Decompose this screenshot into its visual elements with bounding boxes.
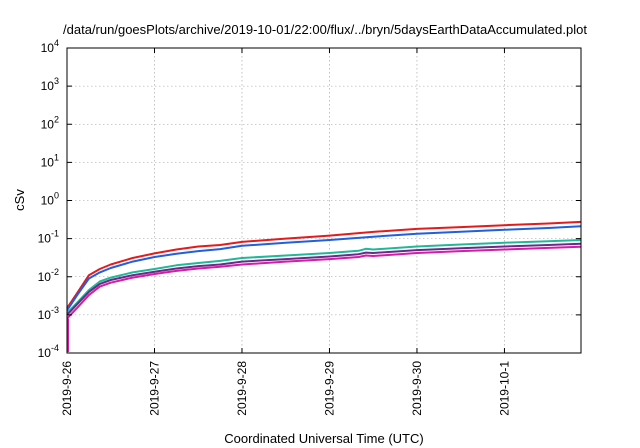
series-line-2: [66, 225, 582, 312]
series-line-5: [66, 245, 582, 320]
x-tick-label: 2019-9-27: [147, 361, 161, 416]
y-tick-label: 103: [41, 76, 59, 93]
x-tick-label: 2019-9-28: [235, 361, 249, 416]
y-tick-label: 10-3: [38, 305, 59, 322]
series-line-3: [66, 239, 582, 314]
y-tick-label: 10-2: [38, 267, 59, 284]
chart-title: /data/run/goesPlots/archive/2019-10-01/2…: [63, 22, 587, 37]
y-tick-label: 100: [41, 191, 59, 208]
x-axis-label: Coordinated Universal Time (UTC): [224, 431, 423, 446]
series-line-4: [66, 242, 582, 316]
series-group: [66, 220, 582, 352]
x-tick-label: 2019-9-26: [60, 361, 74, 416]
y-tick-label: 104: [41, 38, 59, 55]
y-axis-label: cSv: [12, 189, 27, 211]
y-tick-label: 10-4: [38, 343, 59, 360]
y-tick-label: 101: [41, 152, 59, 169]
series-line-1: [66, 220, 582, 309]
x-tick-label: 2019-9-29: [322, 361, 336, 416]
grid: [67, 47, 581, 354]
y-tick-label: 102: [41, 114, 59, 131]
ticks: 10-4 10-3 10-2 10-1 100 101 102 103 104 2019-9-26…: [38, 38, 581, 416]
x-tick-label: 2019-10-1: [497, 361, 511, 416]
x-tick-label: 2019-9-30: [410, 361, 424, 416]
y-tick-label: 10-1: [38, 229, 59, 246]
